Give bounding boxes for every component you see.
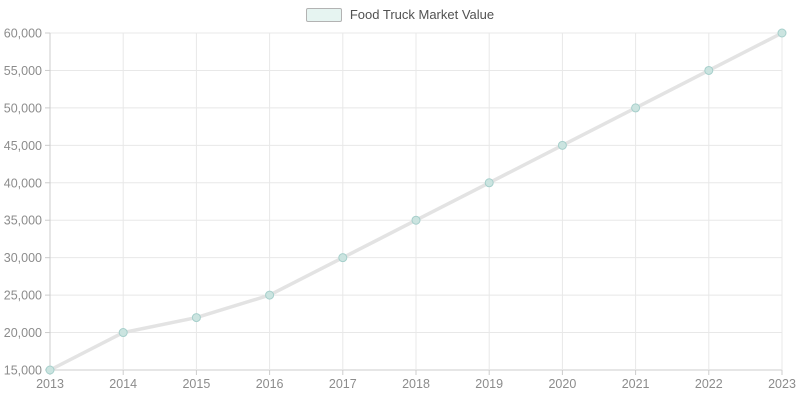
data-point[interactable] (777, 28, 787, 38)
y-axis-label: 50,000 (4, 101, 42, 115)
y-axis-label: 60,000 (4, 27, 42, 41)
y-axis-label: 30,000 (4, 251, 42, 265)
data-point[interactable] (411, 215, 421, 225)
data-point[interactable] (338, 253, 348, 263)
data-point[interactable] (484, 178, 494, 188)
x-axis-label: 2017 (329, 377, 357, 391)
x-axis-label: 2018 (402, 377, 430, 391)
y-axis-label: 20,000 (4, 326, 42, 340)
data-point[interactable] (557, 140, 567, 150)
x-axis-label: 2014 (109, 377, 137, 391)
x-axis-label: 2016 (256, 377, 284, 391)
x-axis-label: 2019 (475, 377, 503, 391)
legend-label: Food Truck Market Value (349, 7, 495, 22)
y-axis-label: 25,000 (4, 289, 42, 303)
y-axis-label: 45,000 (4, 139, 42, 153)
data-point[interactable] (631, 103, 641, 113)
y-axis-label: 40,000 (4, 176, 42, 190)
x-axis-label: 2015 (182, 377, 210, 391)
y-axis-label: 35,000 (4, 214, 42, 228)
data-point[interactable] (191, 313, 201, 323)
x-axis-label: 2023 (768, 377, 796, 391)
data-point[interactable] (118, 328, 128, 338)
chart-legend[interactable]: Food Truck Market Value (0, 7, 800, 23)
legend-swatch (305, 8, 342, 22)
y-axis-label: 55,000 (4, 64, 42, 78)
x-axis-label: 2013 (36, 377, 64, 391)
data-point[interactable] (704, 65, 714, 75)
data-point[interactable] (265, 290, 275, 300)
data-point[interactable] (45, 365, 55, 375)
x-axis-label: 2022 (695, 377, 723, 391)
x-axis-label: 2020 (548, 377, 576, 391)
x-axis-label: 2021 (622, 377, 650, 391)
y-axis-label: 15,000 (4, 364, 42, 378)
